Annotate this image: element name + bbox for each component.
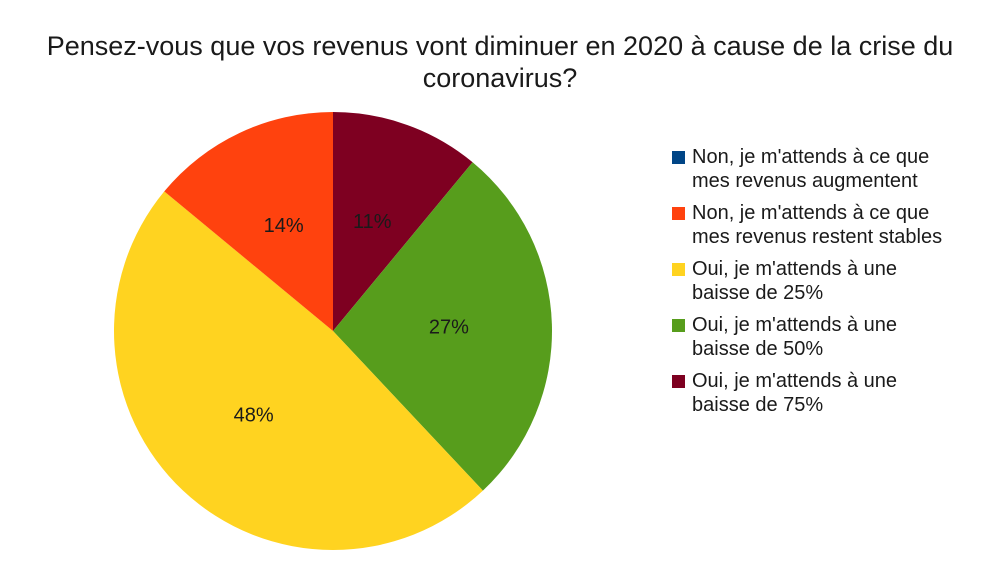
pie-slice-baisse-50 [333, 162, 553, 491]
legend-item-stables: Non, je m'attends à ce que mes revenus r… [672, 201, 992, 257]
legend-label: Oui, je m'attends à une baisse de 25% [692, 258, 898, 304]
legend-swatch [672, 319, 685, 332]
legend-item-augmentent: Non, je m'attends à ce que mes revenus a… [672, 145, 992, 201]
legend-label: Non, je m'attends à ce que mes revenus r… [692, 202, 943, 248]
legend-label: Oui, je m'attends à une baisse de 50% [692, 314, 898, 360]
legend-swatch [672, 207, 685, 220]
legend-item-baisse-75: Oui, je m'attends à une baisse de 75% [672, 369, 992, 425]
pie-slice-baisse-75 [333, 112, 473, 331]
pie-slice-baisse-25 [113, 191, 483, 551]
legend-swatch [672, 263, 685, 276]
chart-title: Pensez-vous que vos revenus vont diminue… [0, 30, 1000, 94]
legend-label: Non, je m'attends à ce que mes revenus a… [692, 146, 930, 192]
legend-swatch [672, 151, 685, 164]
data-label-stables: 14% [264, 215, 304, 237]
data-label-baisse-75: 11% [353, 211, 392, 233]
data-label-baisse-25: 48% [234, 405, 274, 427]
chart-title-line-1: Pensez-vous que vos revenus vont diminue… [46, 31, 954, 61]
legend-label: Oui, je m'attends à une baisse de 75% [692, 370, 898, 416]
legend-item-baisse-25: Oui, je m'attends à une baisse de 25% [672, 257, 992, 313]
pie-slice-stables [164, 111, 333, 331]
chart-title-line-2: coronavirus? [422, 63, 578, 93]
legend-swatch [672, 375, 685, 388]
data-label-baisse-50: 27% [429, 316, 469, 338]
legend: Non, je m'attends à ce que mes revenus a… [672, 145, 992, 425]
legend-item-baisse-50: Oui, je m'attends à une baisse de 50% [672, 313, 992, 369]
